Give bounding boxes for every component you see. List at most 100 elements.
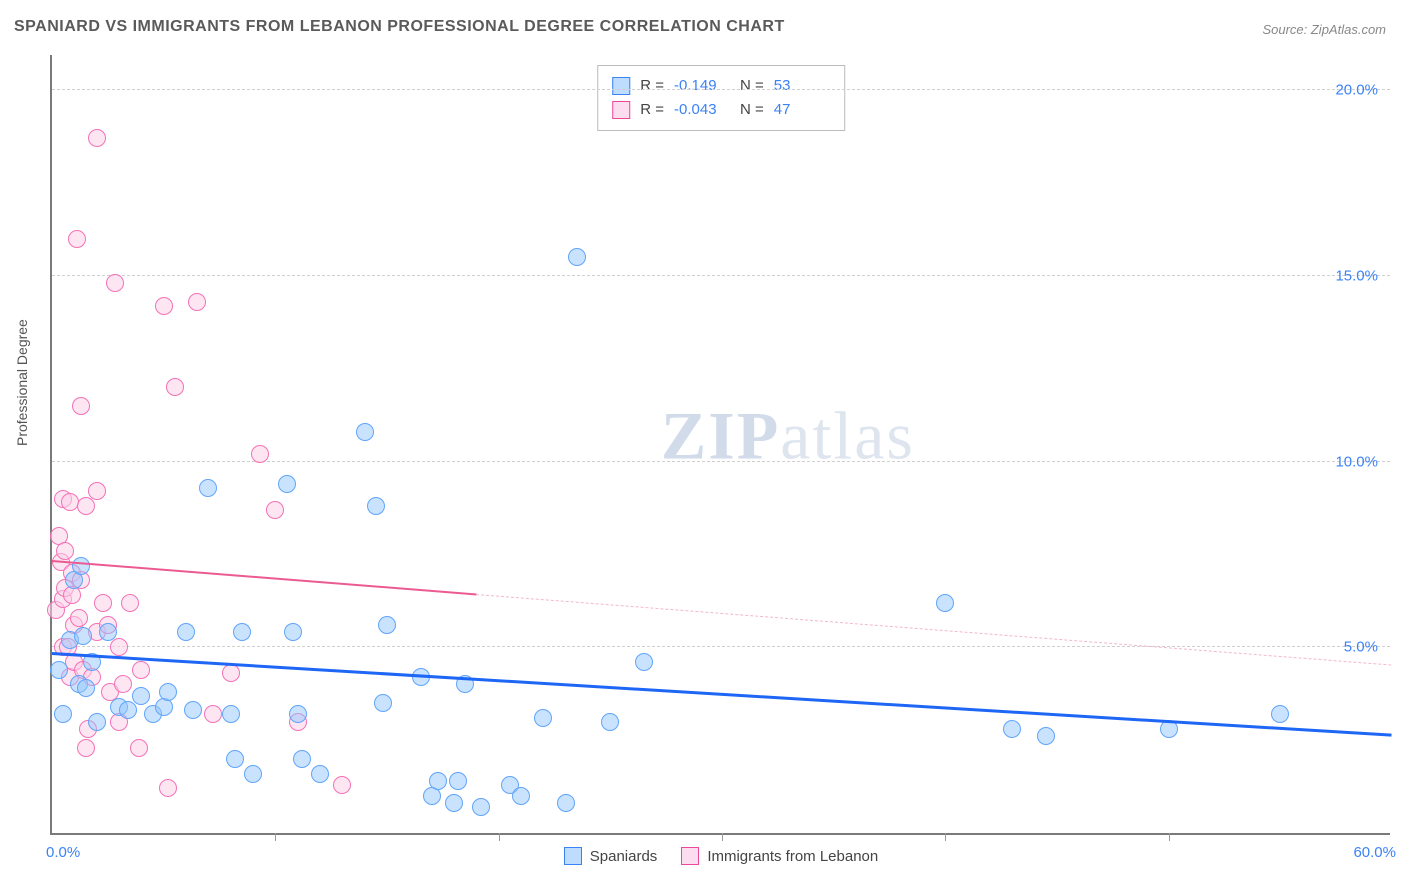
y-tick-label: 20.0%	[1335, 82, 1378, 99]
data-point	[449, 772, 467, 790]
stats-row-blue: R = -0.149 N = 53	[612, 74, 830, 98]
data-point	[88, 713, 106, 731]
n-label: N =	[740, 74, 764, 98]
legend-label: Immigrants from Lebanon	[707, 848, 878, 865]
data-point	[233, 623, 251, 641]
legend: Spaniards Immigrants from Lebanon	[52, 847, 1390, 865]
watermark-bold: ZIP	[661, 398, 780, 474]
data-point	[456, 675, 474, 693]
data-point	[74, 627, 92, 645]
data-point	[199, 479, 217, 497]
chart-container: SPANIARD VS IMMIGRANTS FROM LEBANON PROF…	[0, 0, 1406, 892]
data-point	[222, 705, 240, 723]
stats-box: R = -0.149 N = 53 R = -0.043 N = 47	[597, 65, 845, 131]
data-point	[106, 274, 124, 292]
x-tick-mark	[1169, 833, 1170, 841]
data-point	[601, 713, 619, 731]
data-point	[72, 397, 90, 415]
x-tick-mark	[722, 833, 723, 841]
n-value-pink: 47	[774, 98, 830, 122]
data-point	[159, 779, 177, 797]
data-point	[184, 701, 202, 719]
data-point	[54, 705, 72, 723]
legend-item-spaniards: Spaniards	[564, 847, 658, 865]
data-point	[356, 423, 374, 441]
r-value-pink: -0.043	[674, 98, 730, 122]
data-point	[512, 787, 530, 805]
data-point	[244, 765, 262, 783]
chart-title: SPANIARD VS IMMIGRANTS FROM LEBANON PROF…	[14, 18, 785, 36]
data-point	[70, 609, 88, 627]
data-point	[56, 542, 74, 560]
data-point	[121, 594, 139, 612]
n-value-blue: 53	[774, 74, 830, 98]
y-axis-label: Professional Degree	[14, 319, 30, 446]
data-point	[166, 378, 184, 396]
gridline	[52, 646, 1390, 647]
n-label: N =	[740, 98, 764, 122]
gridline	[52, 89, 1390, 90]
data-point	[226, 750, 244, 768]
data-point	[119, 701, 137, 719]
r-label: R =	[640, 98, 664, 122]
data-point	[568, 248, 586, 266]
data-point	[155, 297, 173, 315]
legend-label: Spaniards	[590, 848, 658, 865]
trend-line	[52, 652, 1392, 736]
y-tick-label: 10.0%	[1335, 453, 1378, 470]
source-attribution: Source: ZipAtlas.com	[1262, 22, 1386, 37]
data-point	[188, 293, 206, 311]
data-point	[159, 683, 177, 701]
y-tick-label: 5.0%	[1344, 639, 1378, 656]
data-point	[77, 679, 95, 697]
r-value-blue: -0.149	[674, 74, 730, 98]
x-tick-mark	[275, 833, 276, 841]
x-tick-mark	[499, 833, 500, 841]
data-point	[472, 798, 490, 816]
data-point	[68, 230, 86, 248]
data-point	[222, 664, 240, 682]
data-point	[88, 129, 106, 147]
data-point	[77, 739, 95, 757]
data-point	[557, 794, 575, 812]
data-point	[429, 772, 447, 790]
watermark: ZIPatlas	[661, 397, 915, 476]
data-point	[251, 445, 269, 463]
plot-area: ZIPatlas R = -0.149 N = 53 R = -0.043 N …	[50, 55, 1390, 835]
data-point	[293, 750, 311, 768]
data-point	[374, 694, 392, 712]
data-point	[50, 661, 68, 679]
gridline	[52, 275, 1390, 276]
data-point	[378, 616, 396, 634]
data-point	[88, 482, 106, 500]
data-point	[94, 594, 112, 612]
data-point	[534, 709, 552, 727]
data-point	[284, 623, 302, 641]
x-tick-mark	[945, 833, 946, 841]
data-point	[114, 675, 132, 693]
legend-item-lebanon: Immigrants from Lebanon	[681, 847, 878, 865]
trend-line	[476, 594, 1392, 666]
data-point	[936, 594, 954, 612]
swatch-pink-icon	[681, 847, 699, 865]
data-point	[635, 653, 653, 671]
data-point	[1037, 727, 1055, 745]
x-corner-right: 60.0%	[1353, 844, 1396, 861]
x-corner-left: 0.0%	[46, 844, 80, 861]
data-point	[289, 705, 307, 723]
data-point	[77, 497, 95, 515]
data-point	[412, 668, 430, 686]
data-point	[72, 557, 90, 575]
data-point	[266, 501, 284, 519]
swatch-blue-icon	[564, 847, 582, 865]
data-point	[311, 765, 329, 783]
data-point	[83, 653, 101, 671]
data-point	[1003, 720, 1021, 738]
data-point	[445, 794, 463, 812]
data-point	[333, 776, 351, 794]
data-point	[132, 687, 150, 705]
data-point	[132, 661, 150, 679]
r-label: R =	[640, 74, 664, 98]
data-point	[278, 475, 296, 493]
stats-row-pink: R = -0.043 N = 47	[612, 98, 830, 122]
